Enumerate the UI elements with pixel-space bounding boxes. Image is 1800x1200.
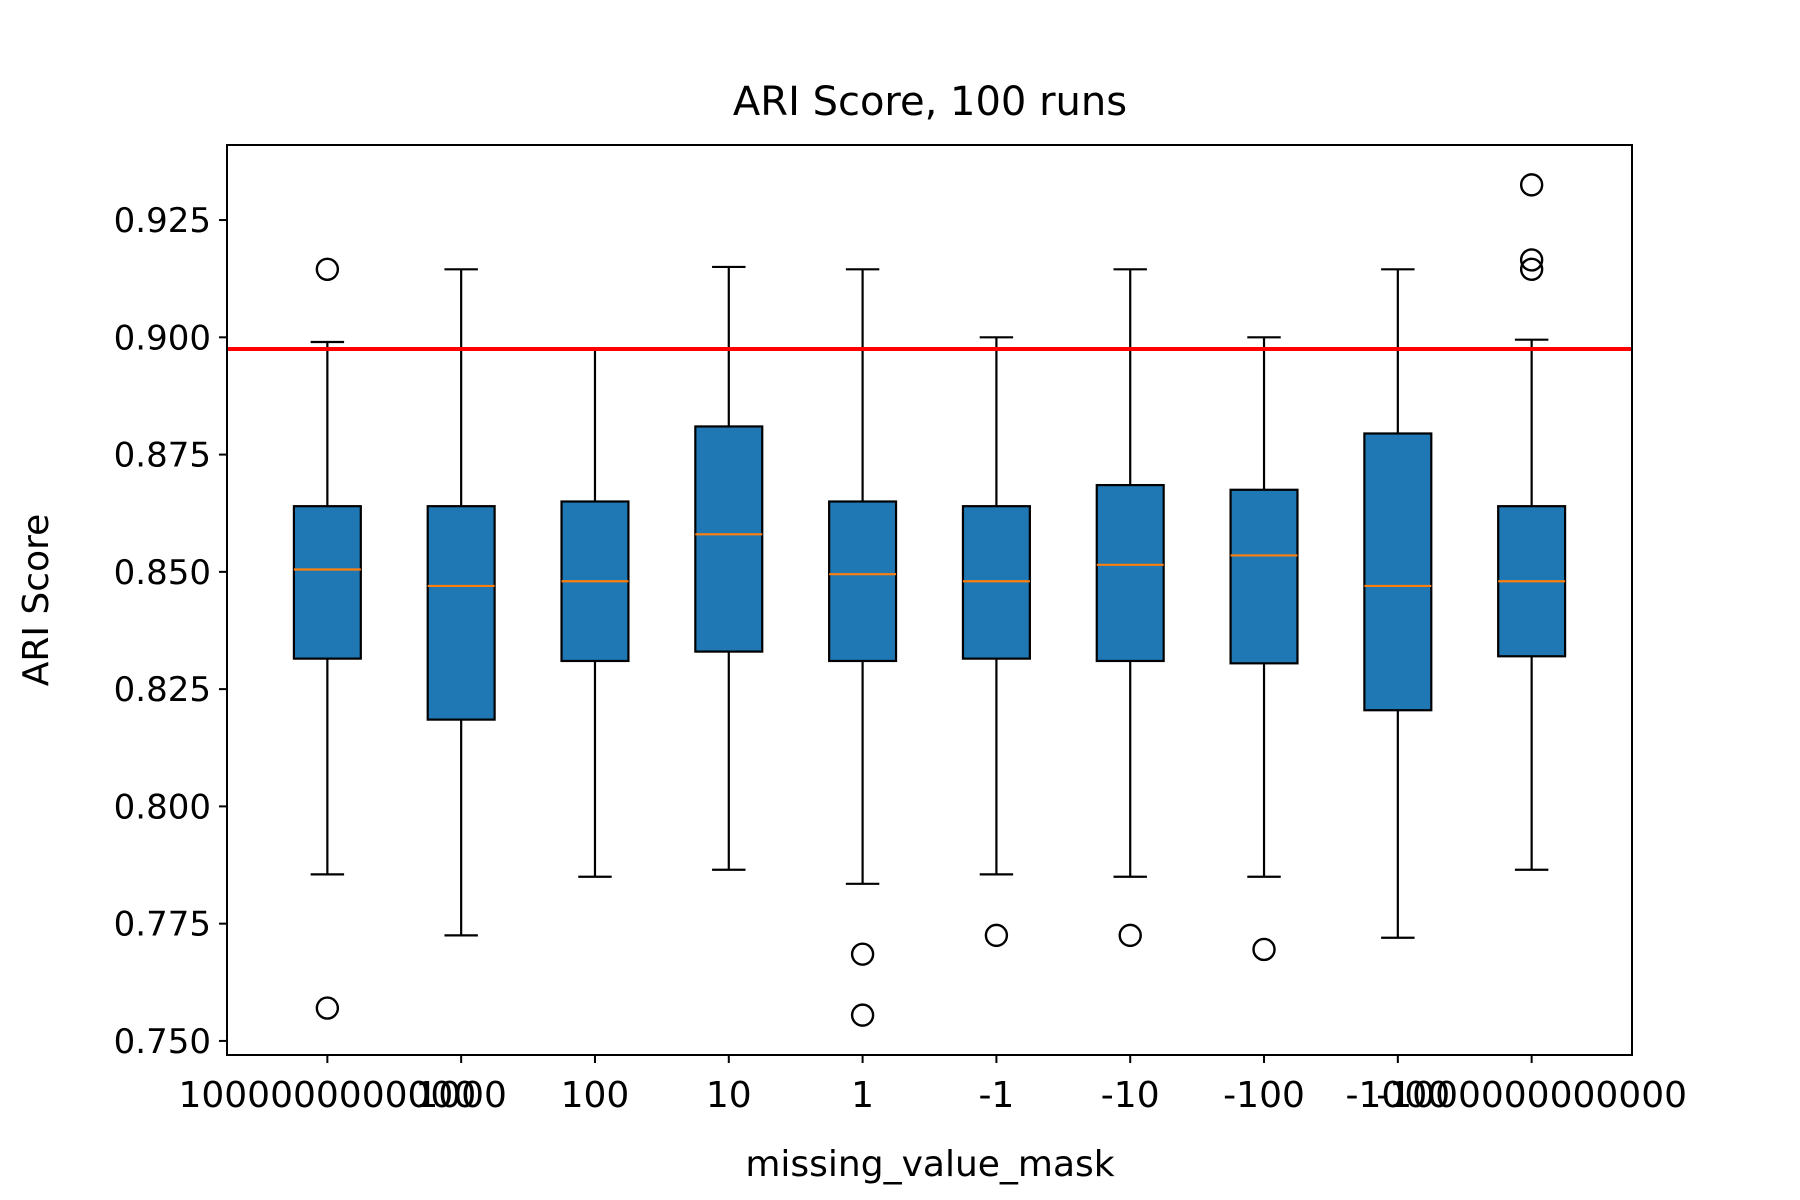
x-tick-label: -100 (1223, 1075, 1305, 1116)
x-tick-label: 10 (706, 1075, 752, 1116)
y-tick-label: 0.850 (114, 553, 211, 593)
outlier-point (1519, 257, 1544, 282)
x-tick-label: -10 (1101, 1075, 1160, 1116)
box-iqr (1095, 483, 1165, 663)
y-tick-label: 0.750 (114, 1022, 211, 1062)
outlier-point (850, 1003, 875, 1027)
x-tick-label: -1000 (1346, 1075, 1451, 1116)
x-axis-label: missing_value_mask (745, 1144, 1114, 1185)
outlier-point (1519, 248, 1544, 272)
box-iqr (694, 425, 764, 653)
x-tick-label: 1000000000000 (178, 1075, 476, 1116)
outlier-point (850, 942, 875, 966)
y-tick-label: 0.800 (114, 787, 211, 827)
box-iqr (1229, 488, 1299, 665)
outlier-point (984, 923, 1009, 948)
box-iqr (828, 500, 898, 663)
outlier-point (315, 257, 340, 282)
box-iqr (961, 505, 1031, 660)
box-iqr (292, 505, 362, 660)
x-tick-label: -1000000000000 (1376, 1075, 1687, 1116)
y-tick-label: 0.825 (114, 670, 211, 710)
y-tick-label: 0.775 (114, 905, 211, 945)
y-tick-label: 0.925 (114, 201, 211, 241)
outlier-point (1118, 923, 1142, 948)
y-axis-label: ARI Score (16, 514, 57, 687)
plot-frame (226, 144, 1633, 1056)
y-tick-label: 0.875 (114, 436, 211, 476)
outlier-point (315, 996, 340, 1020)
x-tick-label: 100 (561, 1075, 630, 1116)
x-tick-label: -1 (978, 1075, 1014, 1116)
chart-title: ARI Score, 100 runs (733, 79, 1127, 125)
outlier-point (1252, 937, 1276, 962)
x-tick-label: 1 (851, 1075, 874, 1116)
x-tick-label: 1000 (415, 1075, 507, 1116)
box-iqr (1363, 432, 1433, 712)
box-iqr (426, 505, 496, 721)
outlier-point (1519, 173, 1544, 197)
plot-area: 0.750 0.775 0.800 0.825 0.850 0.875 0.900 0.925… (114, 173, 1687, 1116)
y-tick-label: 0.900 (114, 318, 211, 358)
